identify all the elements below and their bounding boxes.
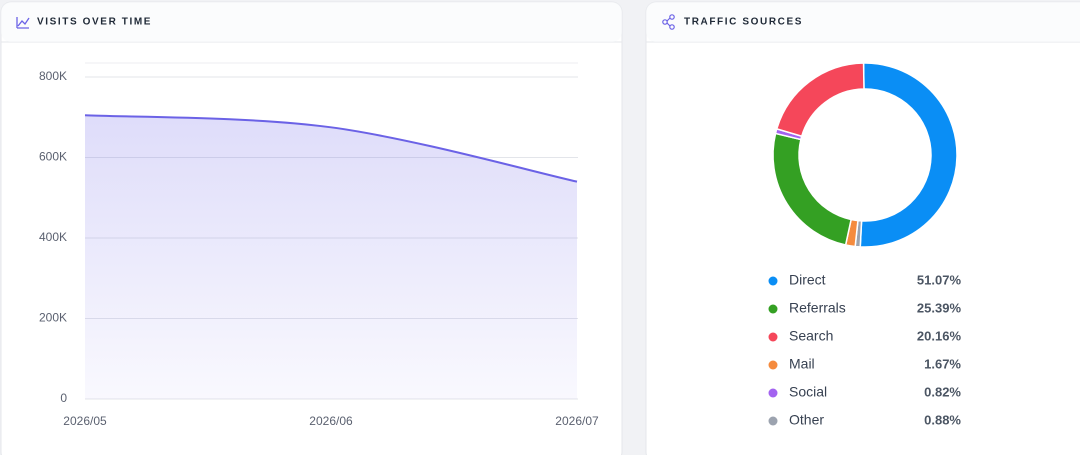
legend-value: 0.82% — [924, 384, 961, 399]
legend-swatch — [768, 360, 778, 370]
line — [84, 114, 578, 183]
y-tick-label: 800K — [39, 69, 67, 83]
x-tick-label: 2026/06 — [309, 414, 353, 428]
chart-icon — [16, 17, 30, 29]
legend-label: Direct — [789, 272, 826, 288]
legend-value: 20.16% — [917, 328, 962, 343]
panel-header — [1, 2, 622, 42]
legend-label: Referrals — [789, 300, 846, 316]
legend-swatch — [768, 332, 778, 342]
donut-slice — [775, 62, 865, 138]
x-tick-label: 2026/05 — [63, 414, 107, 428]
legend-value: 0.88% — [924, 412, 961, 427]
legend-value: 51.07% — [917, 272, 962, 287]
legend-swatch — [768, 416, 778, 426]
x-tick-label: 2026/07 — [555, 414, 599, 428]
legend-swatch — [768, 276, 778, 286]
panel-title: TRAFFIC SOURCES — [684, 17, 803, 28]
panel-title: VISITS OVER TIME — [37, 17, 152, 28]
legend-label: Mail — [789, 356, 815, 372]
legend-label: Search — [789, 328, 833, 344]
donut-slice — [859, 62, 958, 248]
area — [85, 115, 577, 400]
y-tick-label: 200K — [39, 311, 67, 325]
y-tick-label: 0 — [60, 391, 67, 405]
legend-label: Social — [789, 384, 827, 400]
y-tick-label: 400K — [39, 230, 67, 244]
legend-value: 25.39% — [917, 300, 962, 315]
legend-swatch — [768, 304, 778, 314]
y-tick-label: 600K — [39, 150, 67, 164]
share-icon — [662, 14, 675, 30]
legend-swatch — [768, 388, 778, 398]
panel-header — [646, 2, 1080, 42]
legend-value: 1.67% — [924, 356, 961, 371]
legend-label: Other — [789, 412, 824, 428]
